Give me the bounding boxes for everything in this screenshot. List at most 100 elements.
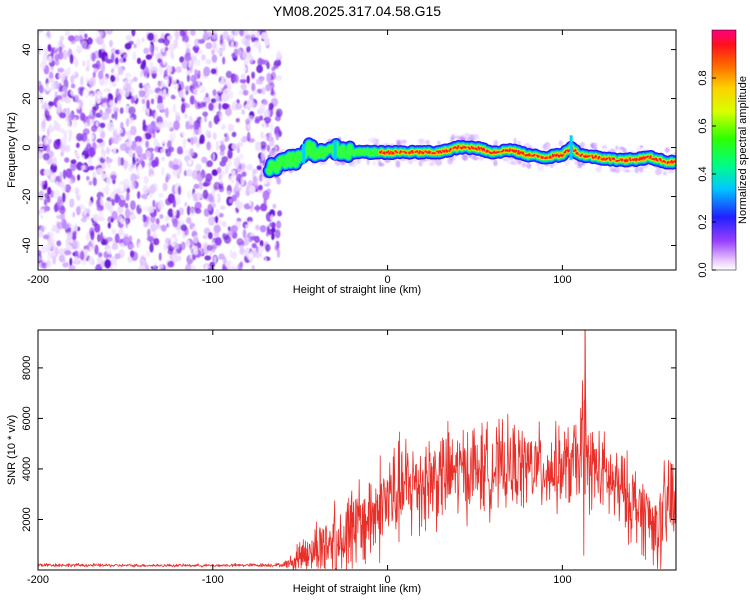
- spectrogram-noise-blob: [116, 93, 122, 102]
- spectrogram-track-halo-blob: [366, 158, 370, 166]
- spectrogram-noise-blob: [65, 168, 73, 179]
- spectrogram-noise-blob: [167, 121, 174, 130]
- spectrogram-noise-blob: [132, 156, 136, 165]
- spectrogram-noise-gap: [90, 98, 97, 107]
- colorbar-tick-label: 0.0: [697, 262, 709, 277]
- spectrogram-noise-blob: [247, 131, 251, 142]
- spectrogram-track-halo-blob: [370, 137, 378, 144]
- spectrogram-noise-gap: [112, 149, 117, 157]
- spectrogram-noise-blob: [210, 68, 217, 75]
- spectrogram-noise-blob: [70, 83, 76, 89]
- spectrogram-noise-blob: [215, 208, 220, 217]
- spectrogram-noise-blob: [247, 216, 253, 223]
- spectrogram-noise-blob: [127, 167, 135, 172]
- spectrogram-noise-blob: [80, 75, 84, 87]
- spectrogram-noise-blob: [163, 243, 167, 251]
- spectrogram-noise-blob: [94, 244, 99, 255]
- spectrogram-noise-blob: [190, 207, 196, 217]
- spectrogram-noise-blob: [208, 193, 213, 202]
- spectrogram-noise-blob: [47, 44, 52, 52]
- colorbar-tick-label: 0.8: [697, 70, 709, 85]
- spectrogram-noise-gap: [263, 125, 268, 135]
- spectrogram-noise-blob: [184, 52, 192, 62]
- spectrogram-y-tick-label: 40: [21, 43, 33, 55]
- spectrogram-noise-gap: [241, 190, 245, 196]
- spectrogram-noise-blob: [240, 162, 246, 171]
- spectrogram-noise-blob: [274, 229, 281, 239]
- spectrogram-noise-blob: [122, 236, 130, 246]
- spectrogram-noise-blob: [250, 30, 256, 38]
- spectrogram-noise-blob: [100, 62, 106, 73]
- spectrogram-noise-blob: [86, 59, 90, 68]
- spectrogram-noise-gap: [91, 134, 95, 140]
- spectrogram-noise-gap: [43, 137, 48, 146]
- spectrogram-noise-gap: [180, 197, 184, 206]
- spectrogram-noise-gap: [106, 65, 110, 74]
- spectrogram-noise-blob: [213, 181, 221, 190]
- spectrogram-noise-blob: [110, 47, 117, 55]
- spectrogram-noise-blob: [45, 260, 52, 269]
- spectrogram-noise-blob: [58, 46, 63, 53]
- spectrogram-noise-gap: [229, 175, 235, 182]
- spectrogram-noise-blob: [213, 231, 220, 238]
- spectrogram-noise-gap: [270, 214, 274, 221]
- spectrogram-noise-blob: [265, 117, 272, 123]
- spectrogram-noise-blob: [173, 250, 178, 256]
- spectrogram-noise-blob: [82, 60, 86, 67]
- spectrogram-noise-gap: [200, 117, 204, 126]
- spectrogram-noise-blob: [264, 36, 270, 46]
- spectrogram-noise-blob: [245, 34, 250, 40]
- spectrogram-noise-gap: [238, 129, 244, 140]
- spectrogram-noise-blob: [237, 262, 243, 270]
- spectrogram-noise-blob: [219, 149, 225, 156]
- spectrogram-noise-blob: [114, 233, 120, 244]
- spectrogram-noise-blob: [219, 144, 226, 152]
- spectrogram-noise-blob: [84, 33, 88, 39]
- spectrogram-noise-blob: [40, 244, 48, 254]
- spectrogram-noise-blob: [102, 111, 110, 120]
- spectrogram-noise-blob: [205, 173, 213, 182]
- spectrogram-track-halo-blob: [655, 168, 662, 176]
- colorbar-tick-label: 0.4: [697, 166, 709, 181]
- spectrogram-noise-blob: [97, 233, 101, 243]
- spectrogram-track-halo-blob: [400, 139, 408, 145]
- spectrogram-noise-blob: [208, 102, 214, 111]
- spectrogram-noise-blob: [99, 122, 106, 129]
- spectrogram-track-halo-blob: [549, 163, 554, 169]
- spectrogram-track-halo-blob: [493, 140, 499, 146]
- spectrogram-noise-gap: [81, 230, 84, 238]
- spectrogram-noise-blob: [125, 219, 129, 229]
- spectrogram-noise-blob: [212, 202, 217, 208]
- spectrogram-noise-gap: [233, 81, 237, 90]
- spectrogram-noise-blob: [59, 35, 65, 41]
- spectrogram-noise-blob: [262, 134, 269, 140]
- spectrogram-noise-blob: [135, 141, 141, 147]
- spectrogram-noise-blob: [240, 83, 247, 90]
- spectrogram-noise-blob: [76, 142, 80, 148]
- spectrogram-noise-blob: [255, 78, 264, 85]
- snr-plot-area: [38, 330, 676, 570]
- spectrogram-noise-blob: [255, 203, 260, 213]
- spectrogram-noise-blob: [233, 158, 239, 168]
- spectrogram-noise-blob: [219, 205, 226, 210]
- spectrogram-noise-blob: [111, 243, 119, 251]
- spectrogram-noise-blob: [57, 73, 65, 80]
- spectrogram-noise-blob: [42, 153, 50, 161]
- spectrogram-noise-blob: [106, 236, 113, 242]
- spectrogram-noise-blob: [230, 225, 238, 233]
- spectrogram-noise-blob: [182, 34, 189, 44]
- spectrogram-noise-gap: [212, 153, 215, 161]
- snr-x-tick-label: 0: [385, 574, 391, 586]
- spectrogram-x-tick-label: 100: [553, 274, 571, 286]
- spectrogram-noise-blob: [234, 48, 242, 57]
- spectrogram-noise-gap: [268, 250, 273, 257]
- spectrogram-noise-blob: [101, 150, 106, 159]
- spectrogram-noise-blob: [64, 184, 72, 193]
- spectrogram-noise-blob: [211, 54, 218, 63]
- spectrogram-noise-blob: [122, 178, 130, 189]
- spectrogram-noise-blob: [88, 155, 92, 166]
- spectrogram-noise-blob: [190, 30, 196, 36]
- chart-title: YM08.2025.317.04.58.G15: [273, 3, 441, 19]
- spectrogram-noise-gap: [105, 89, 109, 99]
- spectrogram-y-tick-label: -40: [21, 238, 33, 254]
